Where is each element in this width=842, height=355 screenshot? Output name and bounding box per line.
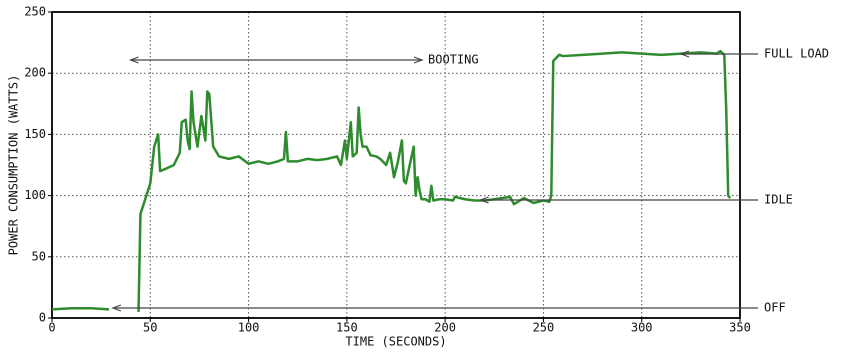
x-tick-label: 350 (729, 321, 751, 335)
arrow-head (111, 304, 122, 312)
y-tick-label: 150 (24, 127, 46, 141)
data-line (51, 306, 110, 311)
annotation: FULL LOAD (764, 47, 829, 61)
y-tick-label: 100 (24, 188, 46, 202)
y-tick-label: 50 (32, 249, 46, 263)
x-axis-label: TIME (SECONDS) (345, 335, 446, 349)
x-tick-label: 50 (143, 321, 157, 335)
x-tick-label: 100 (238, 321, 260, 335)
annotation: OFF (764, 301, 786, 315)
x-tick-label: 300 (631, 321, 653, 335)
arrow-head (413, 56, 424, 64)
data-line (137, 49, 732, 312)
arrow-head (478, 196, 489, 204)
plot-frame (51, 11, 741, 319)
x-tick-label: 200 (434, 321, 456, 335)
x-tick-label: 250 (533, 321, 555, 335)
y-tick-label: 0 (39, 311, 46, 325)
y-axis-label: POWER CONSUMPTION (WATTS) (7, 75, 21, 256)
x-tick-label: 0 (48, 321, 55, 335)
y-tick-label: 250 (24, 5, 46, 19)
arrow-head (679, 50, 690, 58)
arrow-head (128, 56, 139, 64)
x-tick-label: 150 (336, 321, 358, 335)
y-tick-label: 200 (24, 66, 46, 80)
annotation: IDLE (764, 193, 793, 207)
annotation: BOOTING (428, 53, 479, 67)
